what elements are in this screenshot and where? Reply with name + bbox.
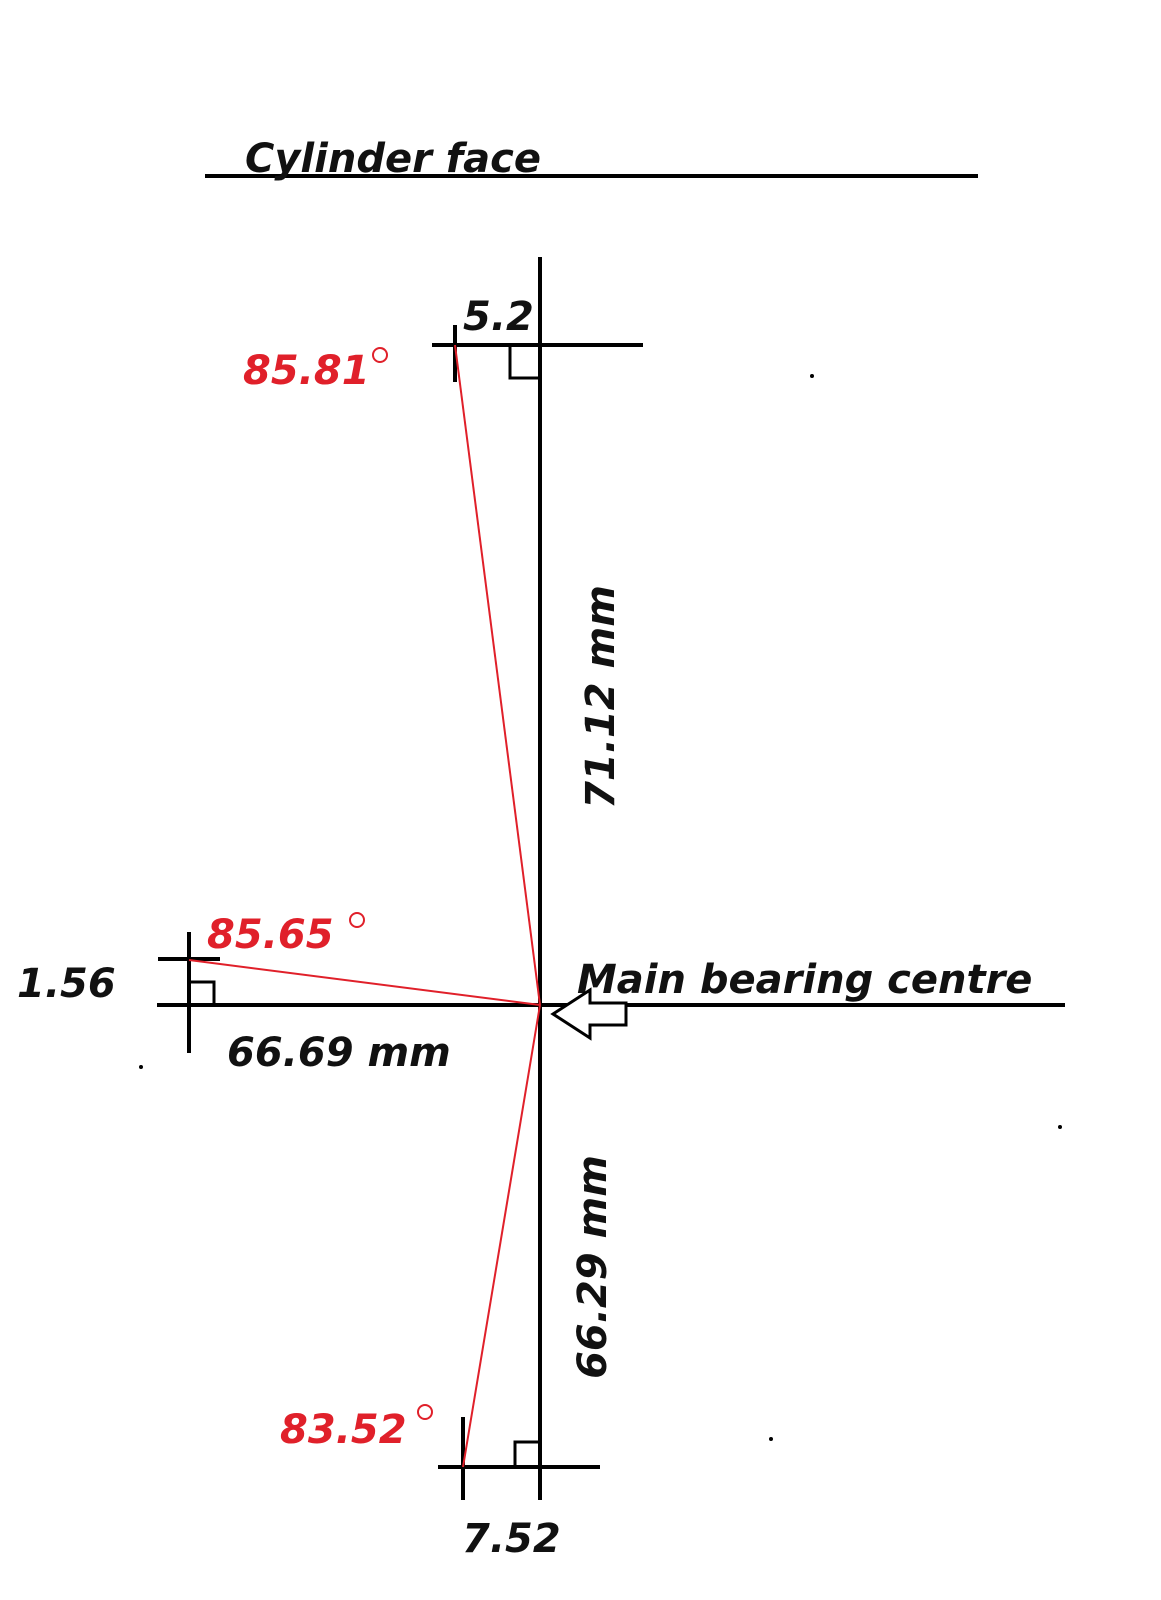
left-offset-label: 1.56 xyxy=(17,961,116,1007)
left-angle-label: 85.65 xyxy=(207,912,334,958)
degree-icon xyxy=(372,347,388,363)
stray-dot xyxy=(1058,1125,1062,1129)
stray-dot xyxy=(769,1437,773,1441)
top-offset-label: 5.2 xyxy=(463,294,534,340)
cylinder-face-label: Cylinder face xyxy=(245,136,541,182)
top-angle-line xyxy=(454,344,541,1006)
right-angle-icon xyxy=(513,1440,540,1467)
left-angle-line xyxy=(188,959,541,1006)
top-distance-label: 71.12 mm xyxy=(578,585,624,809)
bottom-angle-line xyxy=(462,1004,541,1468)
bottom-offset-label: 7.52 xyxy=(462,1516,561,1562)
bottom-angle-label: 83.52 xyxy=(280,1407,407,1453)
degree-icon xyxy=(349,912,365,928)
stray-dot xyxy=(810,374,814,378)
degree-icon xyxy=(417,1404,433,1420)
right-angle-icon xyxy=(508,345,540,380)
right-angle-icon xyxy=(189,980,216,1005)
main-bearing-label: Main bearing centre xyxy=(577,957,1032,1003)
stray-dot xyxy=(139,1065,143,1069)
arrow-left-icon xyxy=(550,987,628,1041)
top-angle-label: 85.81 xyxy=(243,348,370,394)
bottom-distance-label: 66.29 mm xyxy=(570,1155,616,1379)
left-distance-label: 66.69 mm xyxy=(227,1030,451,1076)
